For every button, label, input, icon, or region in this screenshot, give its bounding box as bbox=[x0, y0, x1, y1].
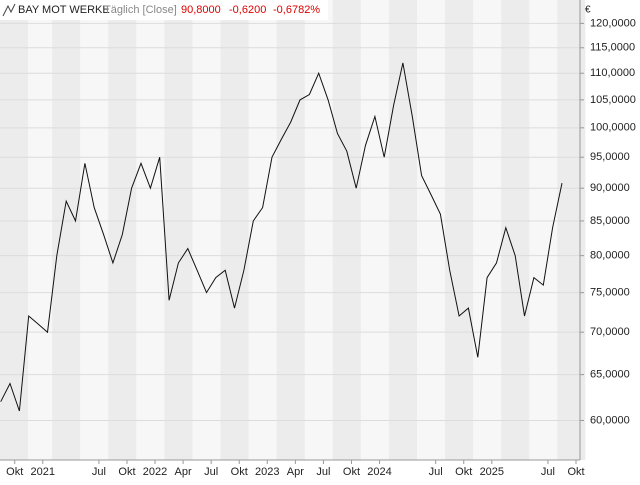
y-tick-label: 90,0000 bbox=[590, 182, 630, 194]
band bbox=[52, 0, 81, 460]
y-tick-label: 60,0000 bbox=[590, 414, 630, 426]
band bbox=[557, 0, 586, 460]
title: BAY MOT WERKE bbox=[18, 4, 110, 16]
band bbox=[276, 0, 305, 460]
x-tick-label: Jul bbox=[316, 466, 330, 478]
x-tick-label: Okt bbox=[455, 466, 472, 478]
x-tick-label: Jul bbox=[541, 466, 555, 478]
band bbox=[108, 0, 137, 460]
change-pct: -0,6782% bbox=[273, 4, 320, 16]
last-value: 90,8000 bbox=[181, 4, 221, 16]
x-tick-label: Apr bbox=[175, 466, 192, 478]
band bbox=[501, 0, 530, 460]
header-bg bbox=[0, 0, 328, 20]
x-tick-label: 2024 bbox=[367, 466, 391, 478]
y-tick-label: 70,0000 bbox=[590, 326, 630, 338]
x-tick-label: Jul bbox=[92, 466, 106, 478]
band bbox=[445, 0, 474, 460]
y-tick-label: 105,0000 bbox=[590, 94, 636, 106]
y-tick-label: 75,0000 bbox=[590, 287, 630, 299]
x-tick-label: 2023 bbox=[255, 466, 279, 478]
y-tick-label: 110,0000 bbox=[590, 67, 635, 79]
y-tick-label: 65,0000 bbox=[590, 369, 630, 381]
x-tick-label: Okt bbox=[118, 466, 135, 478]
x-tick-label: Okt bbox=[231, 466, 248, 478]
change: -0,6200 bbox=[229, 4, 266, 16]
x-tick-label: Okt bbox=[6, 466, 23, 478]
x-tick-label: Jul bbox=[204, 466, 218, 478]
band bbox=[164, 0, 193, 460]
subtitle: Täglich [Close] bbox=[104, 4, 177, 16]
y-tick-label: 115,0000 bbox=[590, 42, 635, 54]
x-tick-label: Okt bbox=[567, 466, 584, 478]
y-tick-label: 100,0000 bbox=[590, 122, 636, 134]
y-tick-label: 95,0000 bbox=[590, 151, 630, 163]
y-tick-label: 80,0000 bbox=[590, 250, 630, 262]
x-tick-label: 2022 bbox=[143, 466, 167, 478]
x-tick-label: Okt bbox=[343, 466, 360, 478]
x-tick-label: 2025 bbox=[480, 466, 504, 478]
x-tick-label: Apr bbox=[287, 466, 304, 478]
y-tick-label: 120,0000 bbox=[590, 17, 636, 29]
y-tick-label: 85,0000 bbox=[590, 215, 630, 227]
icon bbox=[2, 3, 16, 17]
unit: € bbox=[585, 5, 591, 16]
band bbox=[332, 0, 361, 460]
band bbox=[388, 0, 417, 460]
price-line bbox=[0, 62, 563, 412]
x-tick-label: Jul bbox=[429, 466, 443, 478]
band bbox=[0, 0, 29, 460]
x-tick-label: 2021 bbox=[31, 466, 55, 478]
band bbox=[220, 0, 249, 460]
